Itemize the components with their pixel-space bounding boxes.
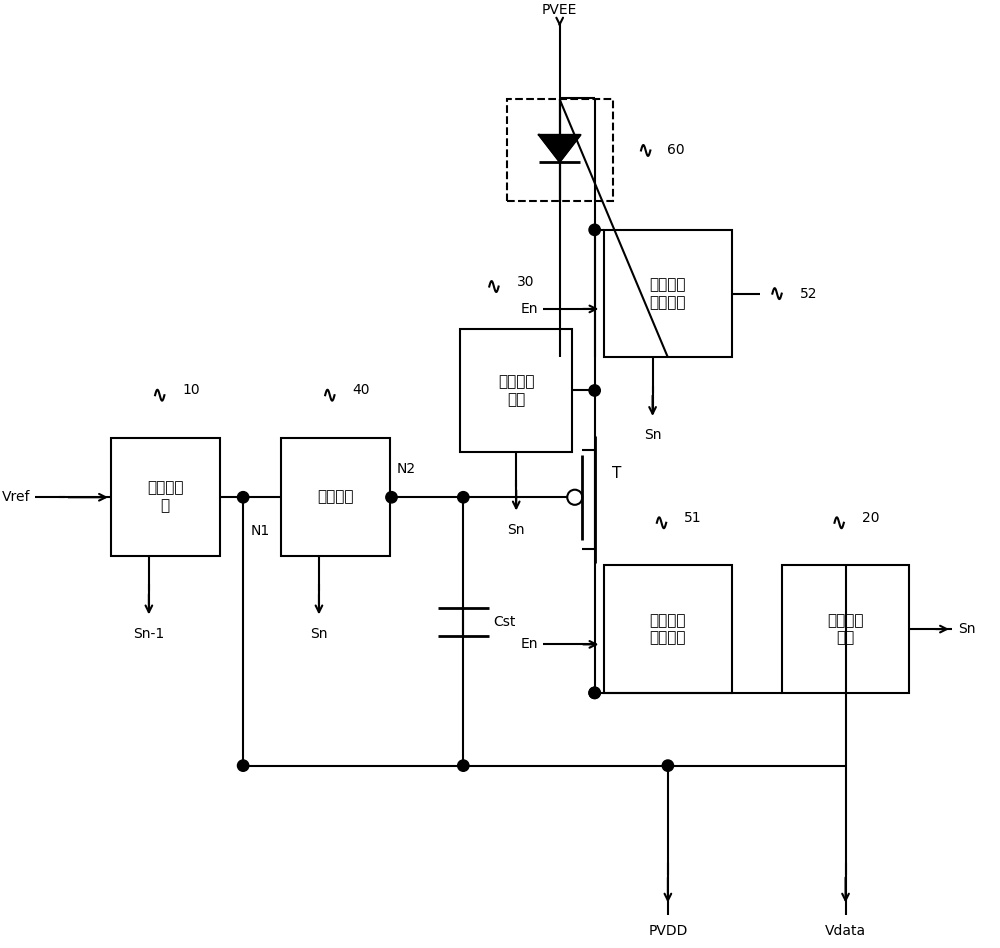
Text: Sn: Sn [507,522,525,537]
Text: Sn: Sn [310,627,328,641]
Text: 初始化单
元: 初始化单 元 [147,481,183,513]
Text: Sn-1: Sn-1 [133,627,164,641]
FancyBboxPatch shape [782,565,909,693]
Text: 数据写入
单元: 数据写入 单元 [827,612,864,646]
Text: Sn: Sn [958,622,976,636]
FancyBboxPatch shape [604,565,732,693]
Text: Cst: Cst [494,615,516,629]
Text: 10: 10 [182,384,200,397]
Text: 第二发光
控制单元: 第二发光 控制单元 [650,278,686,310]
Circle shape [589,385,600,396]
Text: Sn: Sn [644,428,661,443]
Text: 20: 20 [862,511,879,525]
Text: En: En [520,301,538,316]
Text: 第一发光
控制单元: 第一发光 控制单元 [650,612,686,646]
Circle shape [458,492,469,503]
Circle shape [458,760,469,772]
Text: 40: 40 [353,384,370,397]
Text: 阈值补偿
单元: 阈值补偿 单元 [498,374,534,407]
Circle shape [237,760,249,772]
Circle shape [386,492,397,503]
Circle shape [589,687,600,699]
Text: En: En [520,637,538,651]
Text: T: T [612,466,621,482]
FancyBboxPatch shape [604,229,732,357]
Text: PVEE: PVEE [542,3,577,17]
Text: 52: 52 [800,286,817,301]
Circle shape [589,687,600,699]
Text: 稳压单元: 稳压单元 [317,489,354,504]
Text: N2: N2 [396,463,415,477]
Text: Vdata: Vdata [825,924,866,938]
Text: N1: N1 [251,523,270,538]
Circle shape [237,492,249,503]
FancyBboxPatch shape [111,438,220,556]
Circle shape [662,760,674,772]
Circle shape [589,224,600,235]
FancyBboxPatch shape [281,438,390,556]
Text: 51: 51 [684,511,702,525]
FancyBboxPatch shape [507,100,613,202]
Polygon shape [539,135,580,162]
FancyBboxPatch shape [460,329,572,452]
Text: 30: 30 [517,275,534,289]
Text: PVDD: PVDD [648,924,688,938]
Text: 60: 60 [667,143,685,157]
Text: Vref: Vref [2,490,31,504]
